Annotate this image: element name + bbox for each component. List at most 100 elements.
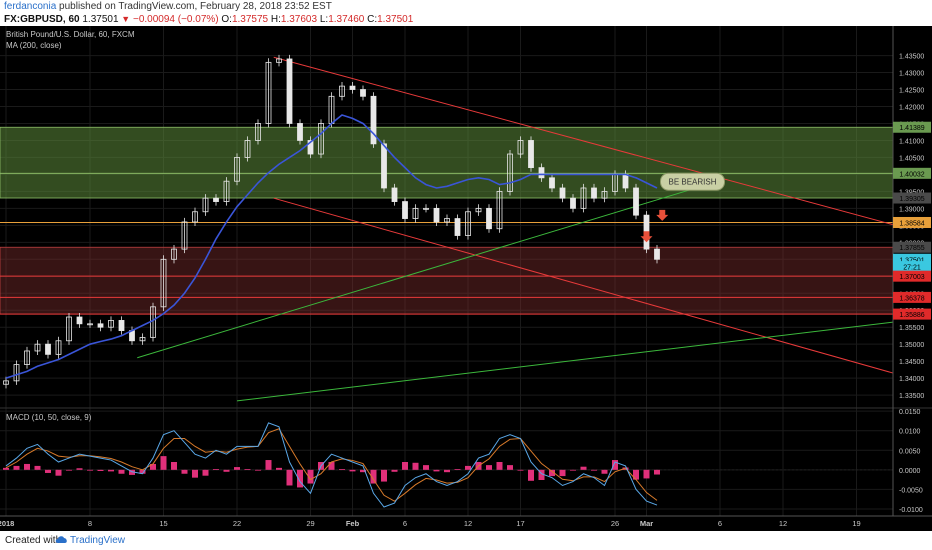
bearish-arrow-icon-0 [656,209,669,221]
price-label-box-7 [893,270,931,282]
macd-hist-bar-14 [150,463,156,470]
candle-body-10 [108,320,114,328]
macd-hist-bar-50 [528,469,534,481]
macd-hist-bar-28 [297,469,303,488]
time-tick-label-13: 19 [852,519,860,528]
trendline-green-3 [236,321,894,402]
price-tick-label-5: 1.41000 [899,138,924,145]
trendline-red-0 [273,56,894,226]
macd-line [5,422,658,508]
macd-hist-bar-40 [423,465,429,470]
price-label-text-1: 1.40032 [899,171,924,178]
candle-body-27 [286,58,293,124]
macd-hist-bar-15 [160,456,167,470]
candle-body-3 [34,343,41,352]
candle-body-40 [423,207,429,210]
macd-hist-bar-44 [465,465,471,470]
macd-hist-bar-25 [265,460,272,470]
candle-body-55 [580,187,587,209]
macd-hist-bar-6 [66,469,72,471]
macd-hist-bar-21 [223,469,230,472]
candle-body-11 [118,320,125,332]
candle-body-57 [601,190,608,199]
candle-body-37 [391,187,398,202]
candle-body-17 [181,221,188,250]
macd-hist-bar-16 [171,462,177,470]
candle-body-38 [402,201,408,219]
candle-body-25 [265,61,272,124]
macd-hist-bar-60 [633,469,639,480]
zone-red-2 [0,246,894,315]
candle-body-60 [633,187,639,216]
macd-hist-bar-10 [108,469,114,472]
candle-body-9 [97,323,104,328]
price-tick-label-20: 1.33500 [899,393,924,400]
down-arrow-icon: ▼ [121,14,131,24]
macd-hist-bar-1 [13,465,20,470]
time-tick-label-5: Feb [346,519,360,528]
candle-body-7 [76,316,83,325]
macd-hist-bar-54 [570,469,576,471]
macd-hist-bar-23 [244,469,251,470]
candle-body-41 [433,207,440,223]
candle-body-47 [496,190,503,230]
candle-body-53 [559,187,566,199]
ma-200-line [5,114,658,379]
low-value: 1.37460 [328,14,365,25]
high-value: 1.37603 [280,14,318,25]
macd-tick-label-2: 0.0050 [899,448,921,455]
macd-hist-bar-53 [559,469,566,477]
price-tick-label-2: 1.42500 [899,88,924,95]
macd-hist-bar-5 [55,469,62,476]
candle-body-54 [570,197,576,209]
price-change: −0.00094 (−0.07%) [133,14,219,25]
macd-hist-bar-52 [549,469,555,477]
macd-hist-bar-24 [255,469,261,471]
macd-hist-bar-20 [213,469,219,470]
macd-hist-bar-55 [580,466,587,470]
annotations: BE BEARISH [640,172,725,243]
macd-hist-bar-48 [507,465,513,470]
price-tick-label-17: 1.35000 [899,342,924,349]
candle-body-19 [202,197,209,213]
candle-body-24 [255,123,261,141]
chart-svg[interactable]: BE BEARISH 1.43500 1.43000 1.42500 1.42000 1… [0,26,932,531]
time-tick-label-2: 15 [159,519,167,528]
candle-body-42 [444,218,450,223]
candle-body-4 [45,343,51,355]
price-tick-label-19: 1.34000 [899,376,924,383]
price-label-text-5: 1.37501 [899,257,924,264]
price-tick-label-18: 1.34500 [899,359,924,366]
candle-body-1 [13,364,20,382]
symbol-label: FX:GBPUSD, 60 [4,14,80,25]
macd-hist-bar-47 [496,462,503,470]
created-with-text: Created with [5,535,62,546]
close-value: 1.37501 [377,14,414,25]
macd-hist-bar-2 [24,463,30,470]
horizontal-lines [0,221,893,315]
macd-signal-line [5,428,658,502]
macd-hist-bar-56 [591,469,597,471]
macd-tick-label-1: 0.0100 [899,429,921,436]
publish-text: published on TradingView.com, February 2… [56,1,332,12]
macd-hist-bar-22 [234,467,240,470]
macd-hist-bar-38 [402,462,408,470]
price-label-text-2: 1.39305 [899,196,924,203]
macd-hist-bar-3 [34,465,41,470]
footer: Created with TradingView [0,531,932,550]
tradingview-brand[interactable]: TradingView [70,535,126,546]
price-tick-label-16: 1.35500 [899,325,924,332]
macd-hist-bar-58 [612,460,618,470]
price-tick-label-9: 1.39000 [899,206,924,213]
macd-hist-bar-39 [412,462,419,470]
time-tick-label-1: 8 [88,519,92,528]
ma-legend: MA (200, close) [6,41,62,50]
chart-area[interactable]: BE BEARISH 1.43500 1.43000 1.42500 1.42000 1… [0,26,932,531]
candle-body-5 [55,340,62,355]
time-tick-label-0: 2018 [0,519,14,528]
macd-hist-bar-49 [517,469,524,471]
macd-hist-bar-18 [192,469,198,478]
ohlc-line: FX:GBPUSD, 60 1.37501 ▼ −0.00094 (−0.07%… [4,13,413,26]
author-link[interactable]: ferdanconia [4,1,57,12]
price-tick-label-0: 1.43500 [899,54,924,61]
